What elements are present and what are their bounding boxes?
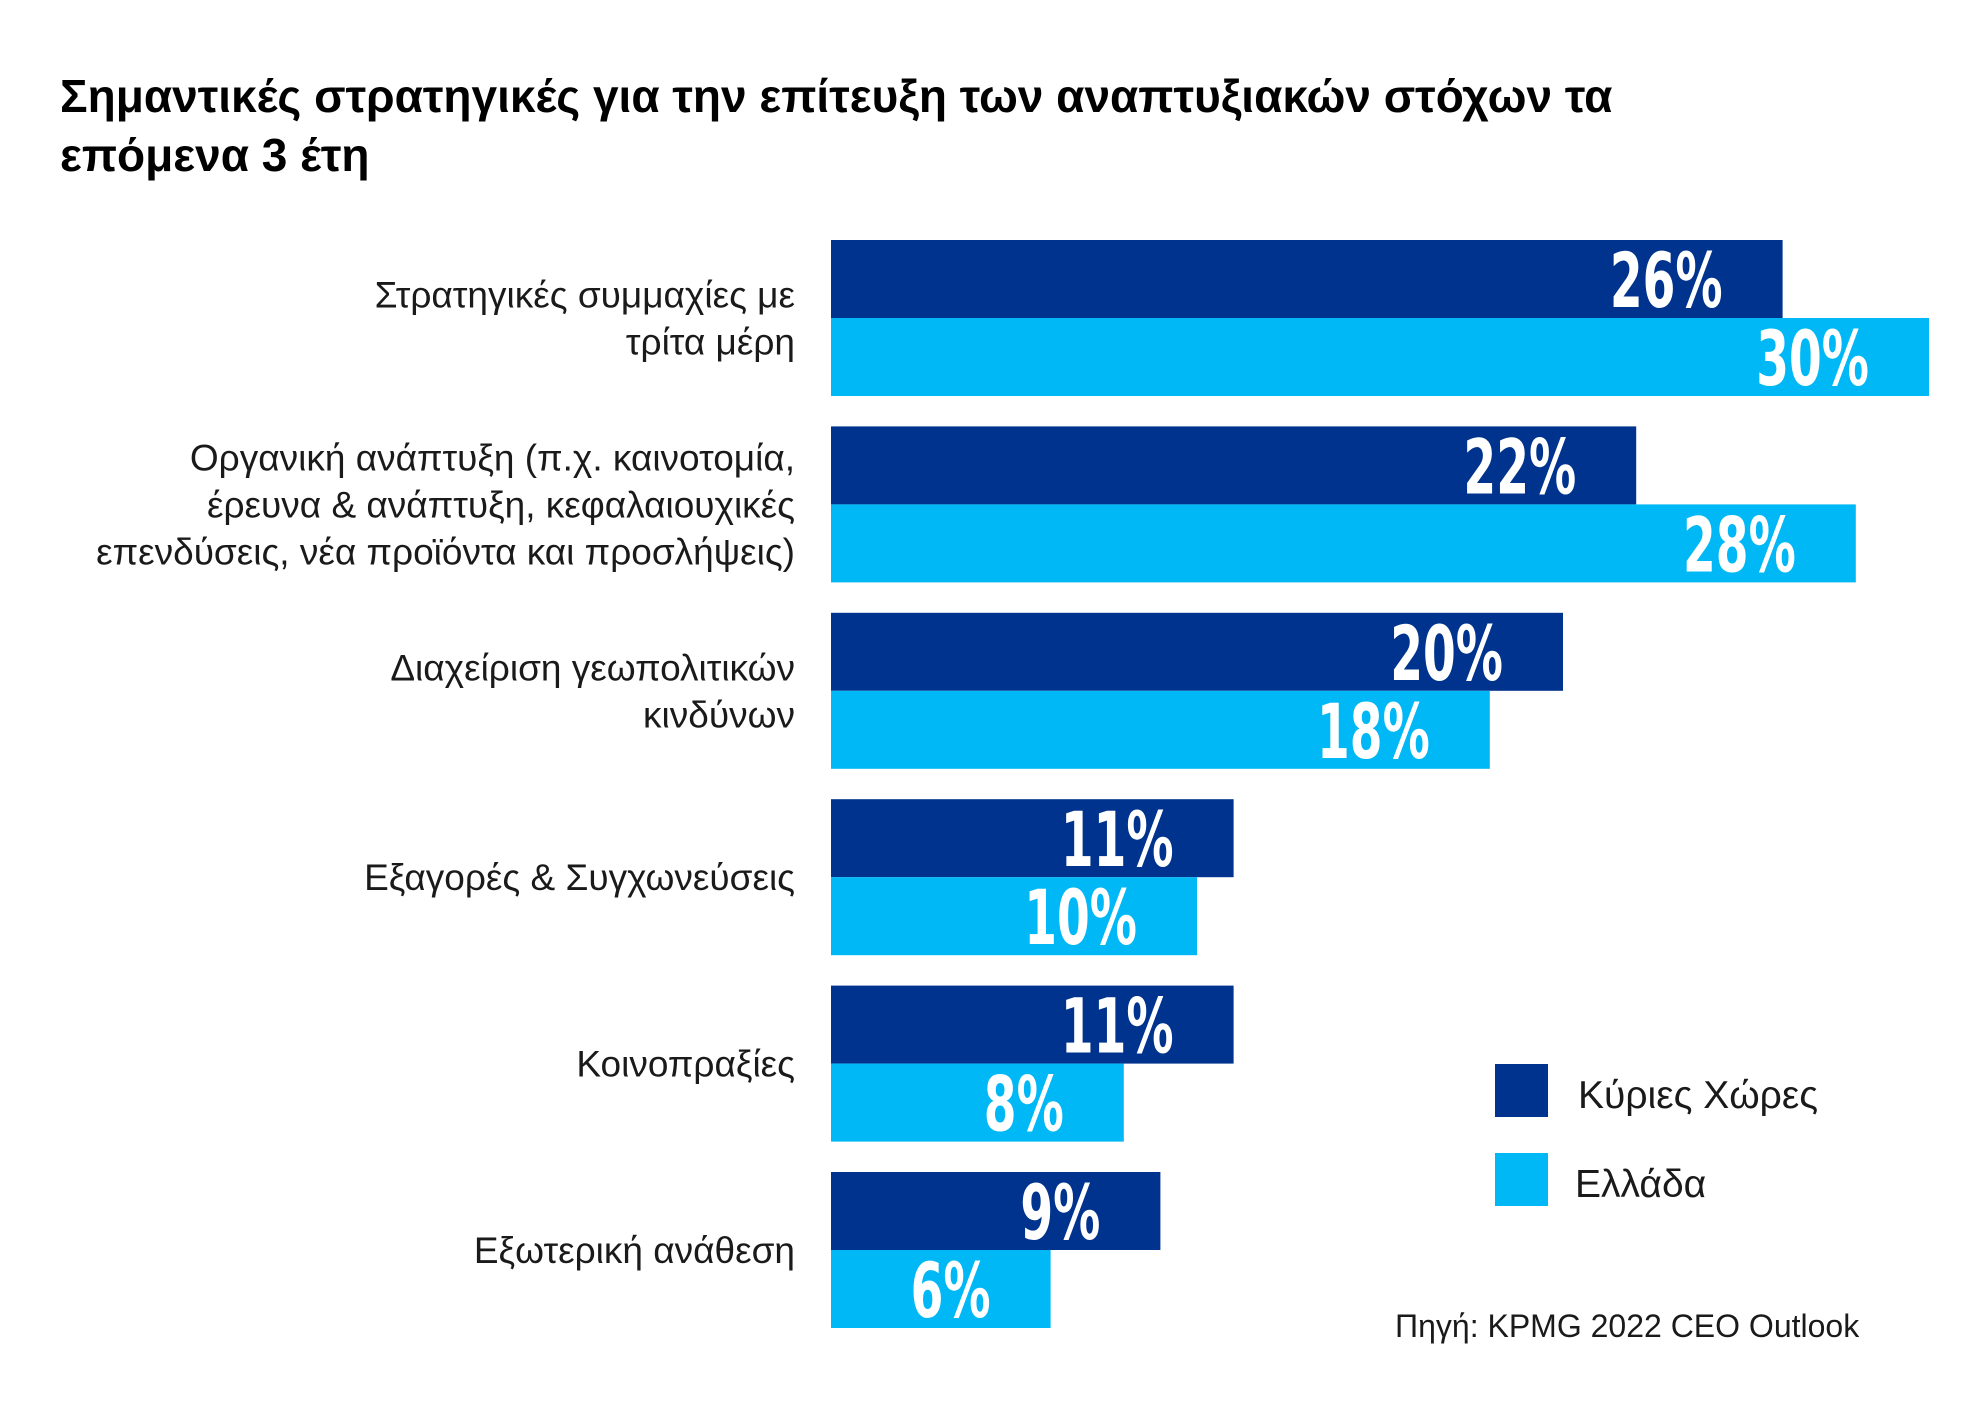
bar-greece (831, 1063, 1124, 1142)
bar-major-countries (831, 426, 1637, 505)
bar-major-countries (831, 1172, 1161, 1250)
category-label-line: Στρατηγικές συμμαχίες με (375, 275, 795, 316)
bar-greece (831, 318, 1929, 396)
category-label-line: τρίτα μέρη (626, 322, 795, 363)
value-label-greece: 28% (1683, 500, 1796, 589)
category-label-line: Κοινοπραξίες (576, 1044, 795, 1085)
category-label: Οργανική ανάπτυξη (π.χ. καινοτομία, έρευν… (96, 437, 795, 572)
bar-greece (831, 1250, 1051, 1328)
chart-title-line-1: Σημαντικές στρατηγικές για την επίτευξη … (60, 70, 1612, 122)
category-label: Στρατηγικές συμμαχίες με τρίτα μέρη (375, 275, 795, 363)
category-label: Εξωτερική ανάθεση (474, 1230, 795, 1271)
value-label-major-countries: 11% (1061, 982, 1174, 1071)
category-label: Διαχείριση γεωπολιτικών κινδύνων (390, 647, 795, 735)
bar-greece (831, 690, 1490, 769)
value-label-greece: 18% (1317, 687, 1430, 776)
value-label-greece: 8% (984, 1060, 1064, 1149)
legend-swatch-greece (1495, 1153, 1548, 1206)
category-label-line: επενδύσεις, νέα προϊόντα και προσλήψεις) (96, 531, 795, 572)
bar-major-countries (831, 799, 1234, 878)
legend: Κύριες Χώρες Ελλάδα (1495, 1064, 1818, 1206)
value-label-major-countries: 9% (1020, 1168, 1100, 1257)
legend-swatch-major-countries (1495, 1064, 1548, 1117)
value-label-greece: 6% (911, 1246, 991, 1335)
category-label-line: Εξαγορές & Συγχωνεύσεις (364, 857, 795, 898)
category-label-line: κινδύνων (643, 694, 795, 735)
value-label-greece: 10% (1024, 873, 1137, 962)
bar-greece (831, 504, 1856, 583)
category-label-line: Οργανική ανάπτυξη (π.χ. καινοτομία, (190, 437, 795, 478)
bar-major-countries (831, 985, 1234, 1064)
value-label-greece: 30% (1756, 314, 1869, 403)
category-label-line: Διαχείριση γεωπολιτικών (390, 647, 795, 688)
chart-title-line-2: επόμενα 3 έτη (60, 129, 370, 181)
value-label-major-countries: 22% (1463, 422, 1576, 511)
category-label: Κοινοπραξίες (576, 1044, 795, 1085)
category-label-line: Εξωτερική ανάθεση (474, 1230, 795, 1271)
legend-label-major-countries: Κύριες Χώρες (1578, 1074, 1818, 1117)
source-note: Πηγή: KPMG 2022 CEO Outlook (1395, 1308, 1860, 1344)
value-label-major-countries: 11% (1061, 795, 1174, 884)
chart-title: Σημαντικές στρατηγικές για την επίτευξη … (60, 70, 1612, 181)
category-label-line: έρευνα & ανάπτυξη, κεφαλαιουχικές (207, 484, 795, 525)
bar-greece (831, 877, 1197, 956)
value-label-major-countries: 26% (1610, 236, 1723, 325)
value-label-major-countries: 20% (1390, 609, 1503, 698)
category-labels: Στρατηγικές συμμαχίες με τρίτα μέρη Οργανι… (96, 275, 795, 1272)
value-labels: 26%30%22%28%20%18%11%10%11%8%9%6% (911, 236, 1869, 1335)
legend-label-greece: Ελλάδα (1575, 1163, 1706, 1206)
category-label: Εξαγορές & Συγχωνεύσεις (364, 857, 795, 898)
bars (831, 240, 1929, 1328)
bar-major-countries (831, 240, 1783, 318)
bar-major-countries (831, 612, 1563, 691)
